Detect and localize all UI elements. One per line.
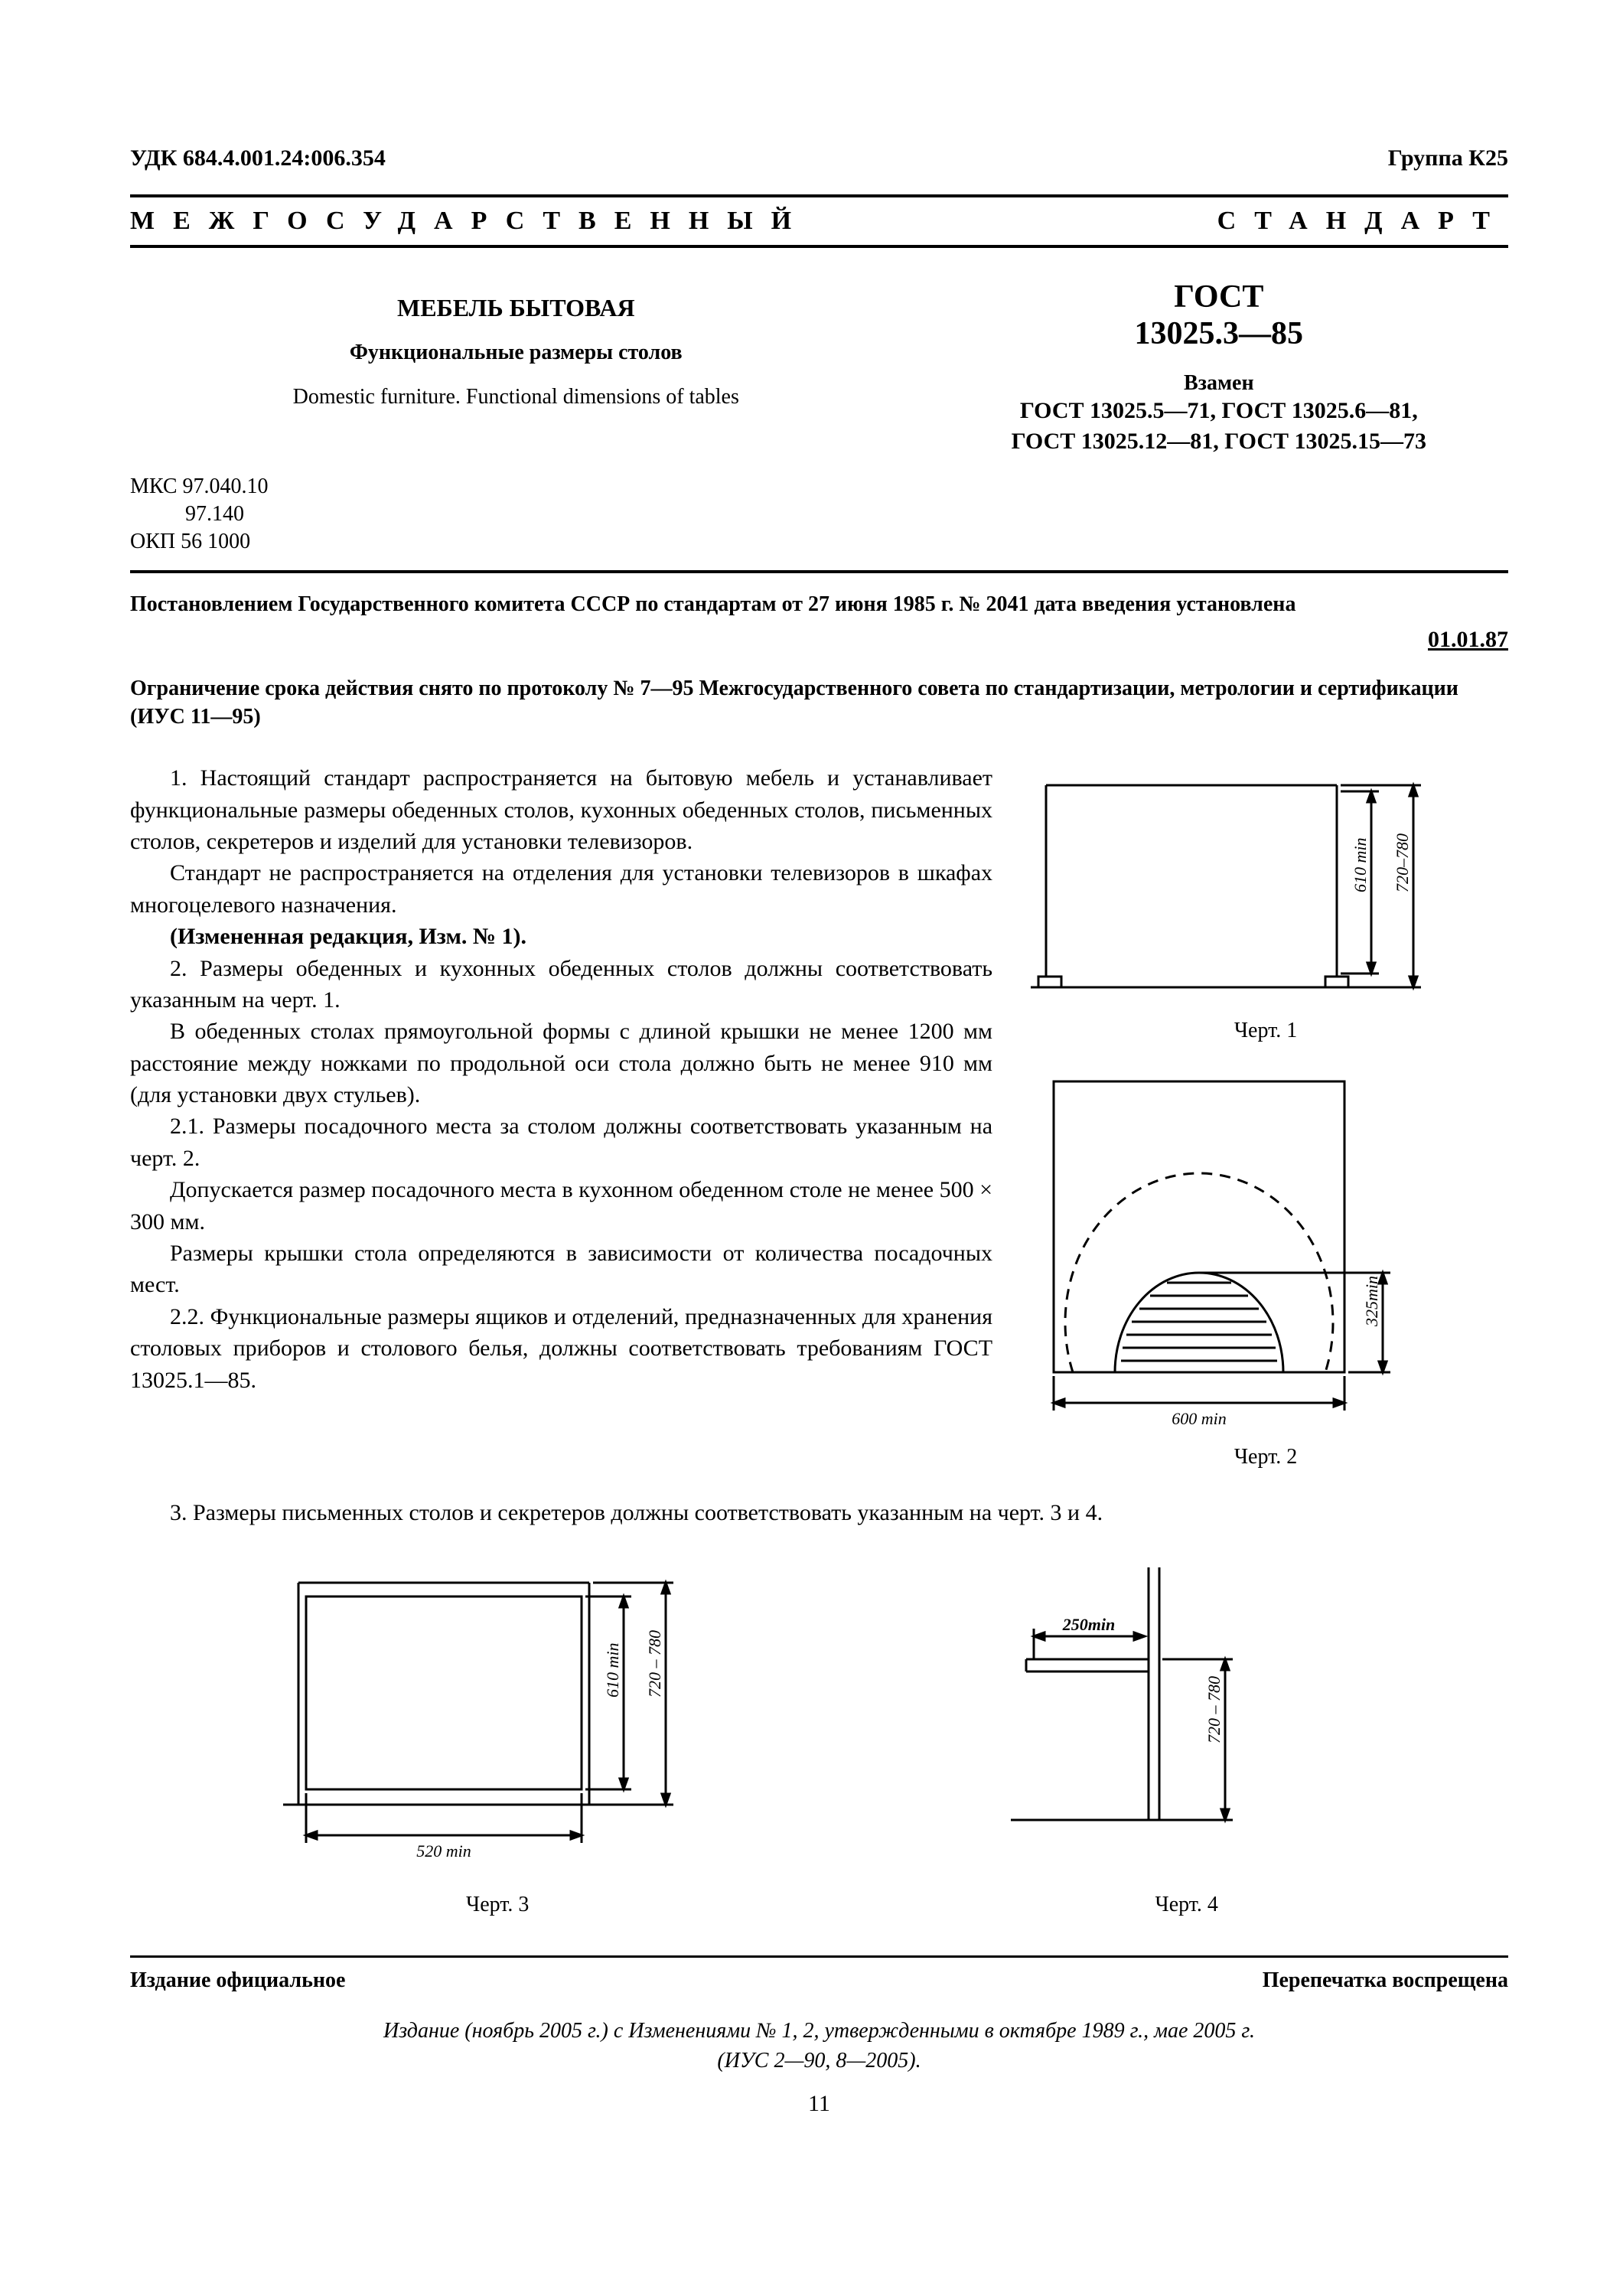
gost-number: 13025.3—85 [930, 315, 1508, 352]
figures-3-4-row: 610 min 720 – 780 520 min Черт. 3 [130, 1560, 1508, 1917]
para-22: 2.2. Функциональные размеры ящиков и отд… [130, 1301, 992, 1396]
figure-3-caption: Черт. 3 [260, 1893, 735, 1917]
footer-left: Издание официальное [130, 1968, 345, 1993]
decree-date: 01.01.87 [130, 627, 1508, 653]
mks-code-2: 97.140 [130, 501, 1508, 528]
title-en: Domestic furniture. Functional dimension… [130, 385, 902, 409]
para-1: 1. Настоящий стандарт распространяется н… [130, 762, 992, 857]
decree-text: Постановлением Государственного комитета… [130, 590, 1508, 619]
fig2-dim-width: 600 min [1172, 1409, 1227, 1428]
figure-2-caption: Черт. 2 [1023, 1445, 1508, 1469]
edition-line1: Издание (ноябрь 2005 г.) с Изменениями №… [130, 2016, 1508, 2046]
para-1c: (Измененная редакция, Изм. № 1). [130, 921, 992, 952]
replaces-line1: ГОСТ 13025.5—71, ГОСТ 13025.6—81, [930, 396, 1508, 427]
figure-1: 610 min 720–780 Черт. 1 [1023, 762, 1508, 1043]
footer-right: Перепечатка воспрещена [1263, 1968, 1508, 1993]
replaces-line2: ГОСТ 13025.12—81, ГОСТ 13025.15—73 [930, 426, 1508, 458]
figure-2-svg: 325min 600 min [1023, 1066, 1452, 1433]
limit-note: Ограничение срока действия снято по прот… [130, 674, 1508, 732]
udk-code: УДК 684.4.001.24:006.354 [130, 145, 386, 171]
page-number: 11 [130, 2091, 1508, 2117]
body-columns: 1. Настоящий стандарт распространяется н… [130, 762, 1508, 1492]
figure-4-caption: Черт. 4 [996, 1893, 1378, 1917]
para-21: 2.1. Размеры посадочного места за столом… [130, 1110, 992, 1174]
para-2b: В обеденных столах прямоугольной формы с… [130, 1016, 992, 1110]
classification-codes: МКС 97.040.10 97.140 ОКП 56 1000 [130, 473, 1508, 556]
figure-2: 325min 600 min Черт. 2 [1023, 1066, 1508, 1469]
fig3-dim-outer-h: 720 – 780 [645, 1630, 664, 1698]
fig1-dim-inner: 610 min [1351, 838, 1370, 893]
footer-row: Издание официальное Перепечатка воспреще… [130, 1968, 1508, 1993]
rule-1 [130, 570, 1508, 573]
title-left: МЕБЕЛЬ БЫТОВАЯ Функциональные размеры ст… [130, 279, 902, 458]
edition-line2: (ИУС 2—90, 8—2005). [130, 2046, 1508, 2076]
fig2-dim-depth: 325min [1362, 1276, 1381, 1327]
figure-column: 610 min 720–780 Черт. 1 [1023, 762, 1508, 1492]
fig3-dim-inner-h: 610 min [603, 1642, 622, 1698]
fig4-dim-shelf: 250min [1062, 1615, 1115, 1634]
figure-3-svg: 610 min 720 – 780 520 min [260, 1560, 735, 1881]
gost-label: ГОСТ [930, 279, 1508, 315]
subtitle-ru: Функциональные размеры столов [130, 341, 902, 365]
title-ru: МЕБЕЛЬ БЫТОВАЯ [130, 294, 902, 322]
fig1-dim-outer: 720–780 [1393, 833, 1412, 892]
text-column: 1. Настоящий стандарт распространяется н… [130, 762, 992, 1492]
para-3: 3. Размеры письменных столов и секретеро… [130, 1497, 1508, 1528]
standard-banner: МЕЖГОСУДАРСТВЕННЫЙ СТАНДАРТ [130, 194, 1508, 248]
figure-3: 610 min 720 – 780 520 min Черт. 3 [260, 1560, 735, 1917]
mks-code-1: МКС 97.040.10 [130, 473, 1508, 501]
para-1b: Стандарт не распространяется на отделени… [130, 857, 992, 921]
replaces-label: Взамен [930, 371, 1508, 396]
header-top-row: УДК 684.4.001.24:006.354 Группа К25 [130, 145, 1508, 171]
figure-4: 250min 720 – 780 Черт. 4 [996, 1560, 1378, 1917]
para-21c: Размеры крышки стола определяются в зави… [130, 1238, 992, 1301]
edition-note: Издание (ноябрь 2005 г.) с Изменениями №… [130, 2016, 1508, 2076]
fig4-dim-height: 720 – 780 [1204, 1676, 1224, 1743]
para-21b: Допускается размер посадочного места в к… [130, 1174, 992, 1238]
title-right: ГОСТ 13025.3—85 Взамен ГОСТ 13025.5—71, … [930, 279, 1508, 458]
title-block: МЕБЕЛЬ БЫТОВАЯ Функциональные размеры ст… [130, 279, 1508, 458]
page: УДК 684.4.001.24:006.354 Группа К25 МЕЖГ… [0, 0, 1623, 2296]
group-code: Группа К25 [1388, 145, 1508, 171]
fig3-dim-width: 520 min [417, 1841, 472, 1861]
rule-footer [130, 1955, 1508, 1958]
figure-1-svg: 610 min 720–780 [1023, 762, 1452, 1007]
figure-1-caption: Черт. 1 [1023, 1019, 1508, 1043]
figure-4-svg: 250min 720 – 780 [996, 1560, 1378, 1881]
okp-code: ОКП 56 1000 [130, 528, 1508, 556]
para-2: 2. Размеры обеденных и кухонных обеденны… [130, 953, 992, 1016]
